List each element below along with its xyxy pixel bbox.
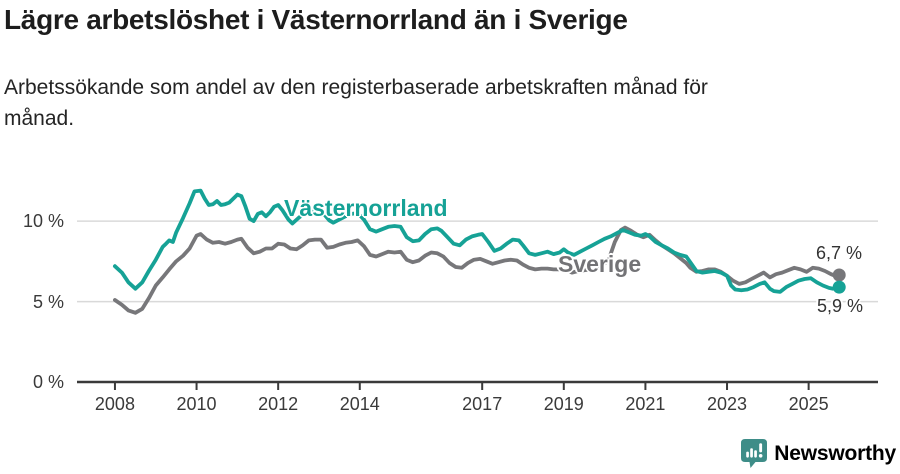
- x-axis-label: 2012: [258, 394, 299, 414]
- x-axis-label: 2008: [94, 394, 135, 414]
- x-axis-label: 2023: [706, 394, 748, 414]
- x-axis-label: 2014: [339, 394, 380, 414]
- y-axis-label: 10 %: [22, 211, 64, 232]
- gridlines: [77, 220, 878, 303]
- end-value-label-sverige: 6,7 %: [816, 243, 863, 263]
- y-axis-label: 0 %: [32, 372, 64, 392]
- series-line-sverige: [113, 225, 842, 315]
- x-axis-label: 2019: [543, 394, 584, 414]
- series-end-dot-västernorrland: [832, 280, 846, 294]
- x-axis-label: 2017: [462, 394, 503, 414]
- subtitle-line-2: månad.: [4, 107, 75, 130]
- x-axis-label: 2010: [176, 394, 217, 414]
- x-axis-label: 2021: [625, 394, 666, 414]
- x-axis: [77, 380, 878, 390]
- subtitle-line-1: Arbetssökande som andel av den registerb…: [4, 76, 708, 99]
- chart-subtitle: Arbetssökande som andel av den registerb…: [4, 72, 864, 134]
- page-title: Lägre arbetslöshet i Västernorrland än i…: [4, 4, 628, 35]
- series-lines: [113, 188, 846, 315]
- series-end-dot-sverige: [832, 268, 846, 282]
- series-label-sverige: Sverige: [558, 251, 642, 277]
- newsworthy-bubble-chart-icon: [741, 439, 768, 468]
- end-value-label-vasternorrland: 5,9 %: [817, 296, 864, 316]
- newsworthy-logo[interactable]: Newsworthy: [741, 439, 896, 468]
- series-line-västernorrland: [113, 188, 842, 294]
- y-axis-label: 5 %: [32, 291, 64, 312]
- series-label-vasternorrland: Västernorrland: [284, 195, 448, 221]
- x-axis-label: 2025: [788, 394, 829, 414]
- newsworthy-logo-text: Newsworthy: [774, 441, 896, 465]
